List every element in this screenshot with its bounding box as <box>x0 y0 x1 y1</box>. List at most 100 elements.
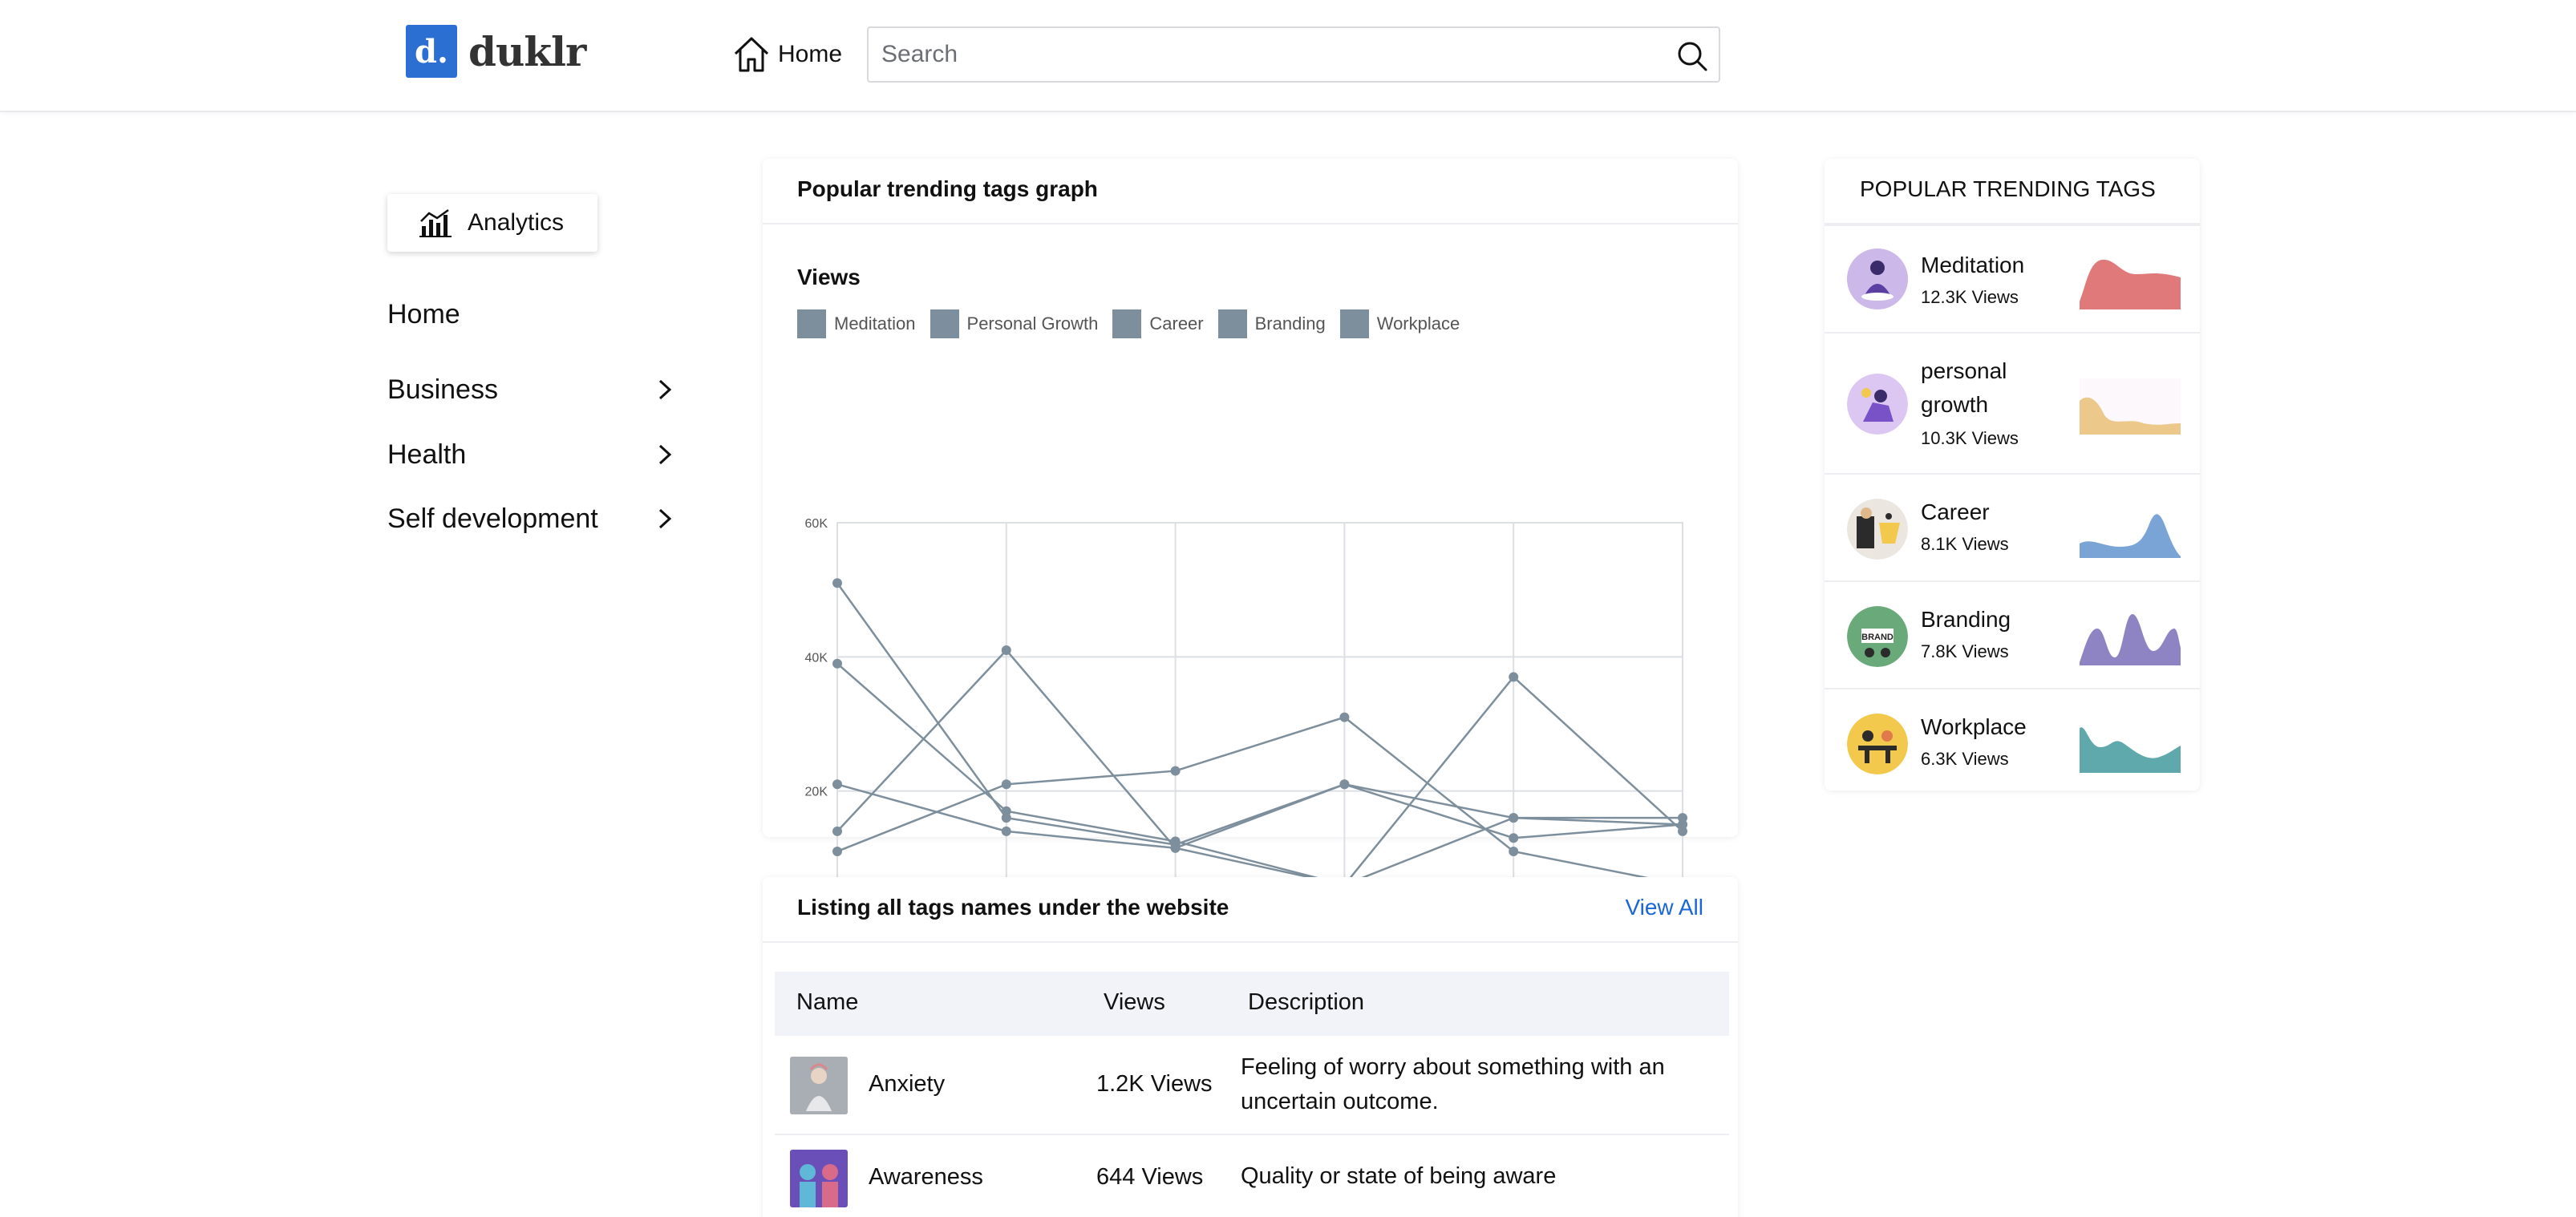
sidebar-item-label: Business <box>387 374 498 405</box>
duklr-logo[interactable]: d. duklr <box>406 25 586 78</box>
data-point <box>1170 766 1181 776</box>
data-point <box>1509 846 1519 856</box>
home-nav-link[interactable]: Home <box>731 34 842 75</box>
legend-item[interactable]: Workplace <box>1339 309 1460 338</box>
data-point <box>832 826 842 836</box>
trending-tag-item[interactable]: BRAND Branding 7.8K Views <box>1825 580 2200 688</box>
y-tick-label: 20K <box>805 786 828 799</box>
data-point <box>1170 843 1181 853</box>
data-point <box>1339 779 1350 790</box>
series-line <box>836 582 1683 846</box>
data-point <box>1678 813 1687 823</box>
data-point <box>1339 712 1350 722</box>
tag-views-cell: 1.2K Views <box>1096 1071 1213 1097</box>
chart-title: Views <box>797 265 861 289</box>
y-tick-label: 40K <box>805 651 828 665</box>
popular-tags-title: POPULAR TRENDING TAGS <box>1860 176 2156 201</box>
tag-description-cell: Feeling of worry about something with an… <box>1241 1054 1665 1114</box>
tag-views-cell: 644 Views <box>1096 1164 1204 1190</box>
sidebar-item-label: Health <box>387 439 467 470</box>
data-point <box>832 578 842 588</box>
column-header-name[interactable]: Name <box>796 989 859 1015</box>
trending-tag-item[interactable]: Career 8.1K Views <box>1825 473 2200 580</box>
chevron-right-icon <box>658 379 672 400</box>
trending-tag-item[interactable]: Meditation 12.3K Views <box>1825 224 2200 332</box>
data-point <box>1678 826 1687 836</box>
trending-tag-item[interactable]: Workplace 6.3K Views <box>1825 688 2200 790</box>
tag-name: Meditation <box>1921 253 2025 277</box>
tags-listing-card: Listing all tags names under the website… <box>763 877 1738 1217</box>
tag-name: Branding <box>1921 607 2011 632</box>
data-point <box>1509 833 1519 843</box>
tag-views: 6.3K Views <box>1921 749 2009 769</box>
popular-tags-card: POPULAR TRENDING TAGS Meditation 12.3K V… <box>1825 159 2200 790</box>
workplace-avatar <box>1847 714 1908 774</box>
view-all-link[interactable]: View All <box>1625 895 1703 920</box>
legend-label: Personal Growth <box>966 313 1099 334</box>
sidebar-item-business[interactable]: Business <box>387 367 676 412</box>
tag-description-cell: Quality or state of being aware <box>1241 1163 1557 1189</box>
search-box <box>867 26 1720 83</box>
meditation-avatar <box>1847 249 1908 309</box>
card-header: Listing all tags names under the website… <box>763 877 1738 943</box>
personal-growth-avatar <box>1847 374 1908 435</box>
series-line <box>836 716 1683 887</box>
sidebar-item-home[interactable]: Home <box>387 292 676 337</box>
data-point <box>1509 672 1519 682</box>
tag-sparkline <box>2080 514 2181 558</box>
tag-sparkline <box>2080 259 2181 309</box>
data-point <box>1509 813 1519 823</box>
search-icon[interactable] <box>1675 39 1709 73</box>
data-point <box>1001 779 1011 790</box>
sidebar-item-self-development[interactable]: Self development <box>387 496 676 541</box>
sidebar-item-health[interactable]: Health <box>387 432 676 477</box>
tags-listing-title: Listing all tags names under the website <box>797 895 1229 920</box>
logo-mark: d. <box>406 25 457 78</box>
tag-sparkline <box>2080 378 2181 435</box>
table-row[interactable]: Anxiety 1.2K Views Feeling of worry abou… <box>775 1036 1729 1135</box>
chart-legend: Meditation Personal Growth Career Brandi… <box>797 309 1474 338</box>
legend-swatch <box>1339 309 1369 338</box>
data-point <box>832 846 842 856</box>
trending-tag-item[interactable]: personal growth 10.3K Views <box>1825 332 2200 473</box>
analytics-button[interactable]: Analytics <box>387 194 597 252</box>
search-input[interactable] <box>881 34 1643 75</box>
bar-chart-icon <box>419 208 452 237</box>
card-header: Popular trending tags graph <box>763 159 1738 224</box>
table-row[interactable]: Awareness 644 Views Quality or state of … <box>775 1135 1729 1217</box>
awareness-thumbnail <box>790 1150 848 1207</box>
home-icon <box>734 37 769 72</box>
home-nav-label: Home <box>778 41 843 67</box>
y-tick-label: 60K <box>805 517 828 531</box>
chevron-right-icon <box>658 444 672 465</box>
tag-views: 8.1K Views <box>1921 534 2009 554</box>
series-line <box>836 662 1683 887</box>
tag-name-cell: Anxiety <box>869 1071 946 1097</box>
data-point <box>1001 826 1011 836</box>
svg-text:BRAND: BRAND <box>1861 633 1894 642</box>
tag-name-cell: Awareness <box>869 1164 983 1190</box>
data-point <box>832 658 842 669</box>
graph-card-title: Popular trending tags graph <box>797 176 1098 201</box>
legend-label: Branding <box>1254 313 1326 334</box>
legend-item[interactable]: Personal Growth <box>930 309 1099 338</box>
legend-label: Workplace <box>1376 313 1460 334</box>
tag-name: personal growth <box>1921 358 2007 417</box>
series-line <box>836 649 1683 850</box>
legend-swatch <box>797 309 826 338</box>
data-point <box>1001 813 1011 823</box>
plot-area <box>836 522 1683 926</box>
data-point <box>1001 806 1011 816</box>
sidebar-item-label: Self development <box>387 503 598 534</box>
column-header-views[interactable]: Views <box>1104 989 1165 1015</box>
card-header: POPULAR TRENDING TAGS <box>1825 159 2200 224</box>
column-header-description[interactable]: Description <box>1248 989 1365 1015</box>
legend-swatch <box>1217 309 1247 338</box>
top-navbar: d. duklr Home <box>0 0 2576 112</box>
tag-sparkline <box>2080 614 2181 665</box>
legend-item[interactable]: Career <box>1112 309 1204 338</box>
data-point <box>1001 645 1011 655</box>
analytics-label: Analytics <box>468 209 565 236</box>
legend-item[interactable]: Meditation <box>797 309 916 338</box>
legend-item[interactable]: Branding <box>1217 309 1326 338</box>
